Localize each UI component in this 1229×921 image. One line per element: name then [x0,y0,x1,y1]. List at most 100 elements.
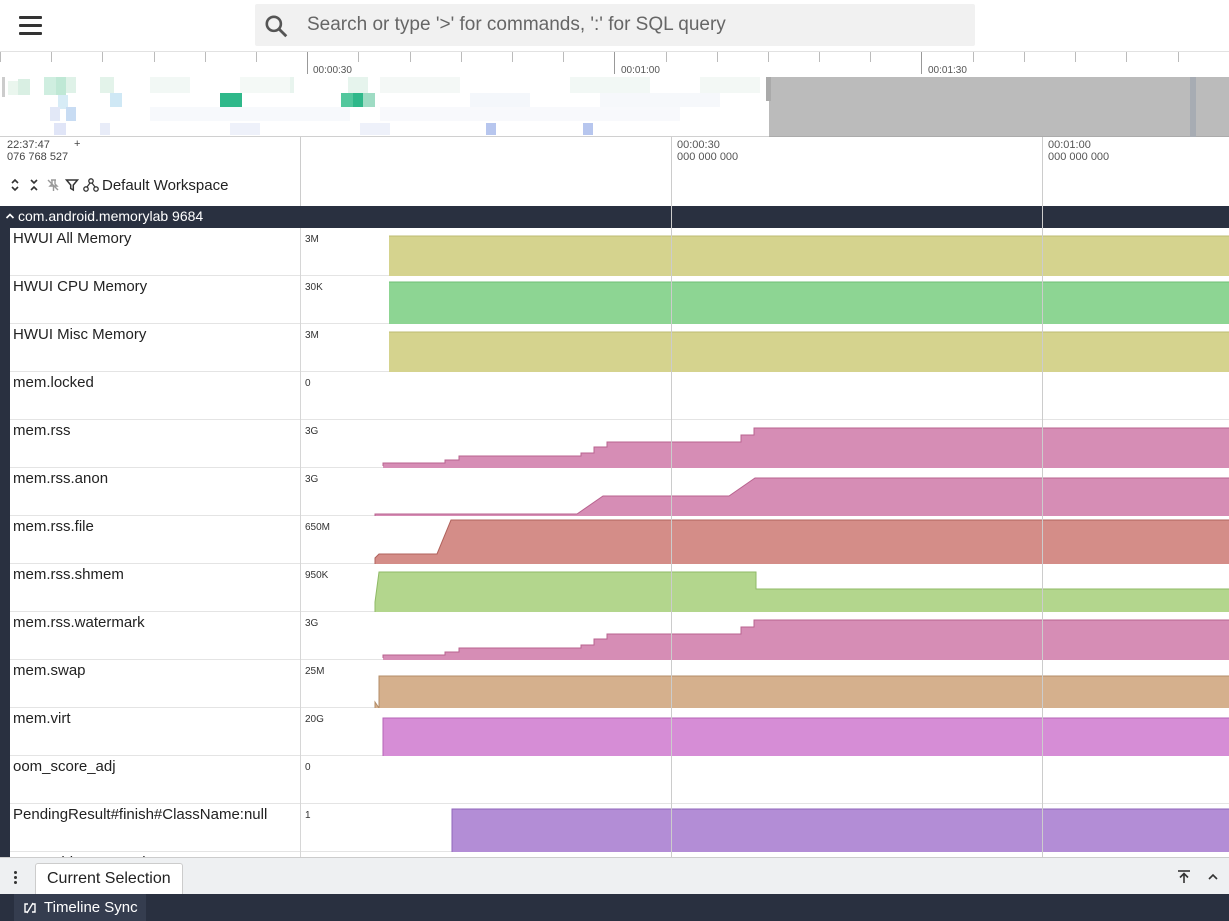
overview-unselected-area[interactable] [769,77,1229,137]
collapse-all-icon[interactable] [24,176,43,194]
group-indent-bar [0,228,10,857]
process-group-header[interactable]: com.android.memorylab 9684 [0,206,1229,228]
timeline-sync-button[interactable]: Timeline Sync [14,894,146,921]
time-axis[interactable]: 00:00:30 000 000 000 00:01:00 000 000 00… [301,137,1229,206]
track-toolbar: Default Workspace [5,176,228,194]
counter-track[interactable]: PendingResult#finish#ClassName:null 1 [10,804,1229,852]
counter-track[interactable]: mem.rss.anon 3G [10,468,1229,516]
overview-tick [358,52,359,62]
overview-heat-cell [360,123,390,135]
time-gridline [1042,206,1043,857]
overview-drag-handle[interactable] [766,77,771,101]
track-scale-label: 3G [305,474,319,485]
track-shell-divider [300,324,301,372]
track-shell-divider [300,612,301,660]
chevron-up-icon [5,213,15,219]
track-name: mem.swap [13,662,86,679]
top-bar [0,0,1229,52]
counter-graph[interactable] [301,612,1229,660]
counter-area [375,676,1229,708]
counter-track[interactable]: mem.rss.shmem 950K [10,564,1229,612]
counter-graph[interactable] [301,660,1229,708]
track-name: mem.locked [13,374,94,391]
more-options-icon[interactable] [8,868,22,886]
unpin-icon[interactable] [43,176,62,194]
overview-heat-cell [700,77,760,93]
track-scale-label: 650M [305,522,331,533]
track-name: mem.rss [13,422,71,439]
track-list[interactable]: HWUI All Memory 3M HWUI CPU Memory 30K HWUI … [0,228,1229,857]
counter-area [389,332,1229,372]
counter-track[interactable]: Purgeable HWUI Misc Memory [10,852,1229,857]
counter-track[interactable]: HWUI CPU Memory 30K [10,276,1229,324]
overview-tick [461,52,462,62]
overview-tick [256,52,257,62]
counter-graph[interactable] [301,276,1229,324]
counter-graph[interactable] [301,468,1229,516]
chevron-up-icon[interactable] [1204,868,1222,886]
counter-track[interactable]: mem.rss.file 650M [10,516,1229,564]
overview-tick-label: 00:00:30 [313,65,352,76]
track-name: HWUI All Memory [13,230,132,247]
process-group-title[interactable]: com.android.memorylab 9684 [5,208,203,224]
counter-track[interactable]: HWUI Misc Memory 3M [10,324,1229,372]
track-shell-divider [300,852,301,857]
counter-area [383,620,1229,660]
counter-track[interactable]: mem.locked 0 [10,372,1229,420]
track-shell-divider [300,468,301,516]
overview-heat-cell [600,93,720,107]
counter-graph[interactable] [301,804,1229,852]
overview-timeline[interactable]: 00:00:30 00:01:00 00:01:30 [0,52,1229,137]
counter-line [374,675,1229,708]
overview-tick [512,52,513,62]
overview-tick [154,52,155,62]
overview-heat-cell [348,77,368,93]
time-axis-mark-time: 00:01:00 [1048,139,1091,151]
overview-tick-label: 00:01:30 [928,65,967,76]
menu-icon[interactable] [14,13,48,39]
counter-track[interactable]: mem.virt 20G [10,708,1229,756]
overview-tick [1075,52,1076,62]
counter-track[interactable]: HWUI All Memory 3M [10,228,1229,276]
time-origin-ns: 076 768 527 [7,151,69,163]
track-scale-label: 1 [305,810,311,821]
filter-icon[interactable] [62,176,81,194]
time-gridline [1042,137,1043,206]
counter-graph[interactable] [301,228,1229,276]
time-origin-time: 22:37:47 [7,139,50,151]
maximize-panel-icon[interactable] [1175,868,1193,886]
overview-tick [819,52,820,62]
overview-heat-cell [486,123,496,135]
counter-track[interactable]: oom_score_adj 0 [10,756,1229,804]
counter-graph[interactable] [301,516,1229,564]
tab-current-selection[interactable]: Current Selection [35,863,183,895]
track-scale-label: 3M [305,234,319,245]
overview-heat-cell [2,77,5,97]
track-name: PendingResult#finish#ClassName:null [13,806,268,823]
counter-graph[interactable] [301,420,1229,468]
time-axis-mark: 00:01:00 000 000 000 [1048,139,1109,163]
counter-track[interactable]: mem.rss.watermark 3G [10,612,1229,660]
overview-heat-cell [341,93,353,107]
workspace-selector[interactable]: Default Workspace [83,177,228,194]
counter-area [375,520,1229,564]
track-scale-label: 3G [305,618,319,629]
workspace-icon [83,178,99,192]
counter-graph[interactable] [301,564,1229,612]
search-icon [265,15,288,38]
overview-tick [666,52,667,62]
time-axis-mark-ns: 000 000 000 [1048,151,1110,163]
track-name: mem.virt [13,710,71,727]
expand-all-icon[interactable] [5,176,24,194]
track-scale-label: 25M [305,666,325,677]
track-scale-label: 950K [305,570,329,581]
counter-graph[interactable] [301,324,1229,372]
counter-track[interactable]: mem.rss 3G [10,420,1229,468]
overview-heat-cell [8,81,18,95]
search-input[interactable] [307,4,967,46]
overview-tick [307,52,308,74]
counter-track[interactable]: mem.swap 25M [10,660,1229,708]
omnibox[interactable] [255,4,975,46]
counter-graph[interactable] [301,708,1229,756]
counter-area [383,718,1229,756]
